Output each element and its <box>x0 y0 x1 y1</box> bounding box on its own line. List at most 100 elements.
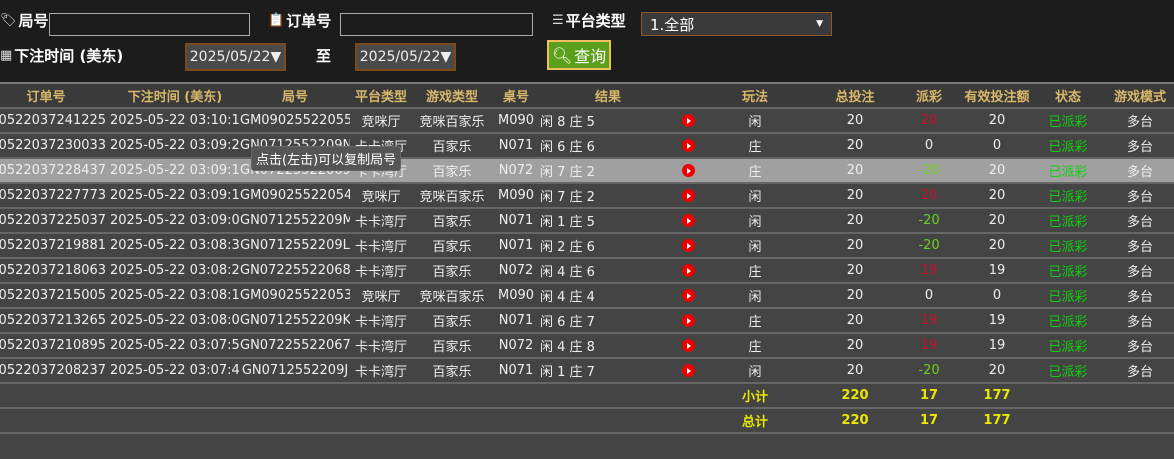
table-row[interactable]: 2505220372180632025-05-22 03:08:28GN0722… <box>0 258 1174 284</box>
round-id[interactable]: GM09025522053 <box>240 283 350 309</box>
empty-cell <box>110 408 240 434</box>
video-cell[interactable] <box>676 283 700 309</box>
query-button[interactable]: 🔍︎ 查询 <box>547 40 611 70</box>
payout: 19 <box>900 258 958 284</box>
platform: 卡卡湾厅 <box>350 233 412 259</box>
valid-bet: 19 <box>958 258 1036 284</box>
status: 已派彩 <box>1036 233 1100 259</box>
play-video-icon[interactable] <box>681 364 695 377</box>
game-mode: 多台 <box>1100 283 1174 309</box>
status: 已派彩 <box>1036 308 1100 334</box>
bet-type: 庄 <box>700 158 810 184</box>
order-id: 250522037227773 <box>0 183 110 209</box>
order-id: 250522037210895 <box>0 333 110 359</box>
bet-time: 2025-05-22 03:08:12 <box>110 283 240 309</box>
video-cell[interactable] <box>676 183 700 209</box>
play-video-icon[interactable] <box>681 214 695 227</box>
total-bet: 20 <box>810 208 900 234</box>
empty-cell <box>540 383 676 409</box>
play-video-icon[interactable] <box>681 189 695 202</box>
round-id[interactable]: GN07225522067 <box>240 333 350 359</box>
table-row[interactable]: 2505220372108952025-05-22 03:07:51GN0722… <box>0 333 1174 359</box>
play-video-icon[interactable] <box>681 164 695 177</box>
play-video-icon[interactable] <box>681 239 695 252</box>
payout: 19 <box>900 308 958 334</box>
table-row[interactable]: 2505220372150052025-05-22 03:08:12GM0902… <box>0 283 1174 309</box>
round-id[interactable]: GN07225522068 <box>240 258 350 284</box>
total-bet: 20 <box>810 183 900 209</box>
video-cell[interactable] <box>676 108 700 134</box>
game-mode: 多台 <box>1100 208 1174 234</box>
total-total-bet: 220 <box>810 408 900 434</box>
round-id[interactable]: GM09025522055 <box>240 108 350 134</box>
empty-cell <box>0 408 110 434</box>
video-cell[interactable] <box>676 233 700 259</box>
status: 已派彩 <box>1036 358 1100 384</box>
table-row[interactable]: 2505220372082372025-05-22 03:07:40GN0712… <box>0 358 1174 384</box>
result: 闲 6 庄 7 <box>540 308 676 334</box>
game-mode: 多台 <box>1100 258 1174 284</box>
game-mode: 多台 <box>1100 333 1174 359</box>
empty-cell <box>676 408 700 434</box>
video-cell[interactable] <box>676 258 700 284</box>
result: 闲 4 庄 6 <box>540 258 676 284</box>
round-id[interactable]: GN0712552209J <box>240 358 350 384</box>
total-bet: 20 <box>810 108 900 134</box>
bet-type: 闲 <box>700 358 810 384</box>
round-id[interactable]: GM09025522054 <box>240 183 350 209</box>
total-bet: 20 <box>810 233 900 259</box>
game-type: 竞咪百家乐 <box>412 108 492 134</box>
subtotal-label: 小计 <box>700 383 810 409</box>
round-id[interactable]: GN0712552209L <box>240 233 350 259</box>
play-video-icon[interactable] <box>681 139 695 152</box>
platform-select[interactable]: 1.全部 ▼ <box>641 12 832 36</box>
round-id[interactable]: GN0712552209K <box>240 308 350 334</box>
video-cell[interactable] <box>676 158 700 184</box>
play-video-icon[interactable] <box>681 264 695 277</box>
date-to-picker[interactable]: 2025/05/22▼ <box>355 43 456 71</box>
table-row[interactable]: 2505220372412252025-05-22 03:10:14GM0902… <box>0 108 1174 134</box>
order-input[interactable] <box>340 13 533 36</box>
order-id: 250522037208237 <box>0 358 110 384</box>
bet-time: 2025-05-22 03:09:01 <box>110 208 240 234</box>
round-input[interactable] <box>49 13 250 36</box>
order-id: 250522037230033 <box>0 133 110 159</box>
payout: 20 <box>900 183 958 209</box>
video-cell[interactable] <box>676 133 700 159</box>
video-cell[interactable] <box>676 358 700 384</box>
table-row[interactable]: 2505220372250372025-05-22 03:09:01GN0712… <box>0 208 1174 234</box>
status: 已派彩 <box>1036 158 1100 184</box>
status: 已派彩 <box>1036 258 1100 284</box>
play-video-icon[interactable] <box>681 114 695 127</box>
video-cell[interactable] <box>676 208 700 234</box>
table-id: N072 <box>492 158 540 184</box>
table-row[interactable]: 2505220372277732025-05-22 03:09:11GM0902… <box>0 183 1174 209</box>
result: 闲 1 庄 7 <box>540 358 676 384</box>
result: 闲 8 庄 5 <box>540 108 676 134</box>
video-cell[interactable] <box>676 333 700 359</box>
valid-bet: 20 <box>958 183 1036 209</box>
bet-type: 闲 <box>700 108 810 134</box>
platform: 竞咪厅 <box>350 283 412 309</box>
play-video-icon[interactable] <box>681 339 695 352</box>
table-id: N071 <box>492 308 540 334</box>
table-row[interactable]: 2505220372132652025-05-22 03:08:05GN0712… <box>0 308 1174 334</box>
table-row[interactable]: 2505220372284372025-05-22 03:09:14GN0722… <box>0 158 1174 184</box>
total-label: 总计 <box>700 408 810 434</box>
subtotal-row: 小计 220 17 177 <box>0 383 1174 409</box>
bet-time: 2025-05-22 03:07:40 <box>110 358 240 384</box>
table-row[interactable]: 2505220372198812025-05-22 03:08:35GN0712… <box>0 233 1174 259</box>
date-from-picker[interactable]: 2025/05/22▼ <box>185 43 286 71</box>
video-cell[interactable] <box>676 308 700 334</box>
total-valid-bet: 177 <box>958 408 1036 434</box>
result: 闲 7 庄 2 <box>540 183 676 209</box>
bet-time: 2025-05-22 03:10:14 <box>110 108 240 134</box>
game-mode: 多台 <box>1100 158 1174 184</box>
table-row[interactable]: 2505220372300332025-05-22 03:09:22GN0712… <box>0 133 1174 159</box>
valid-bet: 20 <box>958 158 1036 184</box>
play-video-icon[interactable] <box>681 289 695 302</box>
payout: 20 <box>900 108 958 134</box>
round-id[interactable]: GN0712552209M <box>240 208 350 234</box>
play-video-icon[interactable] <box>681 314 695 327</box>
calendar-icon: ▦ <box>0 48 13 63</box>
